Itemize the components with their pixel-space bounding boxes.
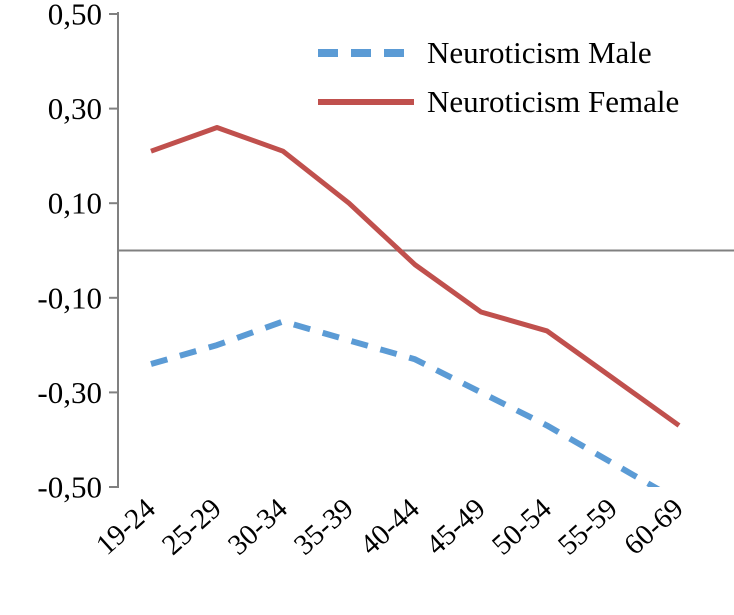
female-solid-line-swatch [318,99,414,106]
y-tick-label: 0,10 [48,186,102,221]
y-tick-label: 0,30 [48,91,102,126]
x-tick-label: 50-54 [486,492,558,561]
x-tick-label: 55-59 [552,492,624,561]
male-dashed-line-swatch [318,49,414,58]
y-tick-label: -0,30 [37,375,102,410]
legend: Neuroticism Male Neuroticism Female [318,35,680,120]
legend-item-male: Neuroticism Male [318,35,679,70]
y-tick-label: 0,50 [48,0,102,32]
x-tick-label: 25-29 [156,492,228,561]
female-series-line [150,125,681,428]
legend-label-male: Neuroticism Male [427,35,652,70]
x-tick-label: 60-69 [618,492,690,561]
x-tick-label: 45-49 [420,492,492,561]
y-tick-label: -0,50 [37,470,102,505]
legend-label-female: Neuroticism Female [427,84,680,120]
x-tick-label: 30-34 [222,492,294,561]
male-series-line [150,318,661,487]
y-tick-label: -0,10 [37,280,102,315]
x-tick-label: 35-39 [288,492,360,561]
legend-item-female: Neuroticism Female [318,84,680,120]
x-tick-label: 40-44 [354,492,426,561]
